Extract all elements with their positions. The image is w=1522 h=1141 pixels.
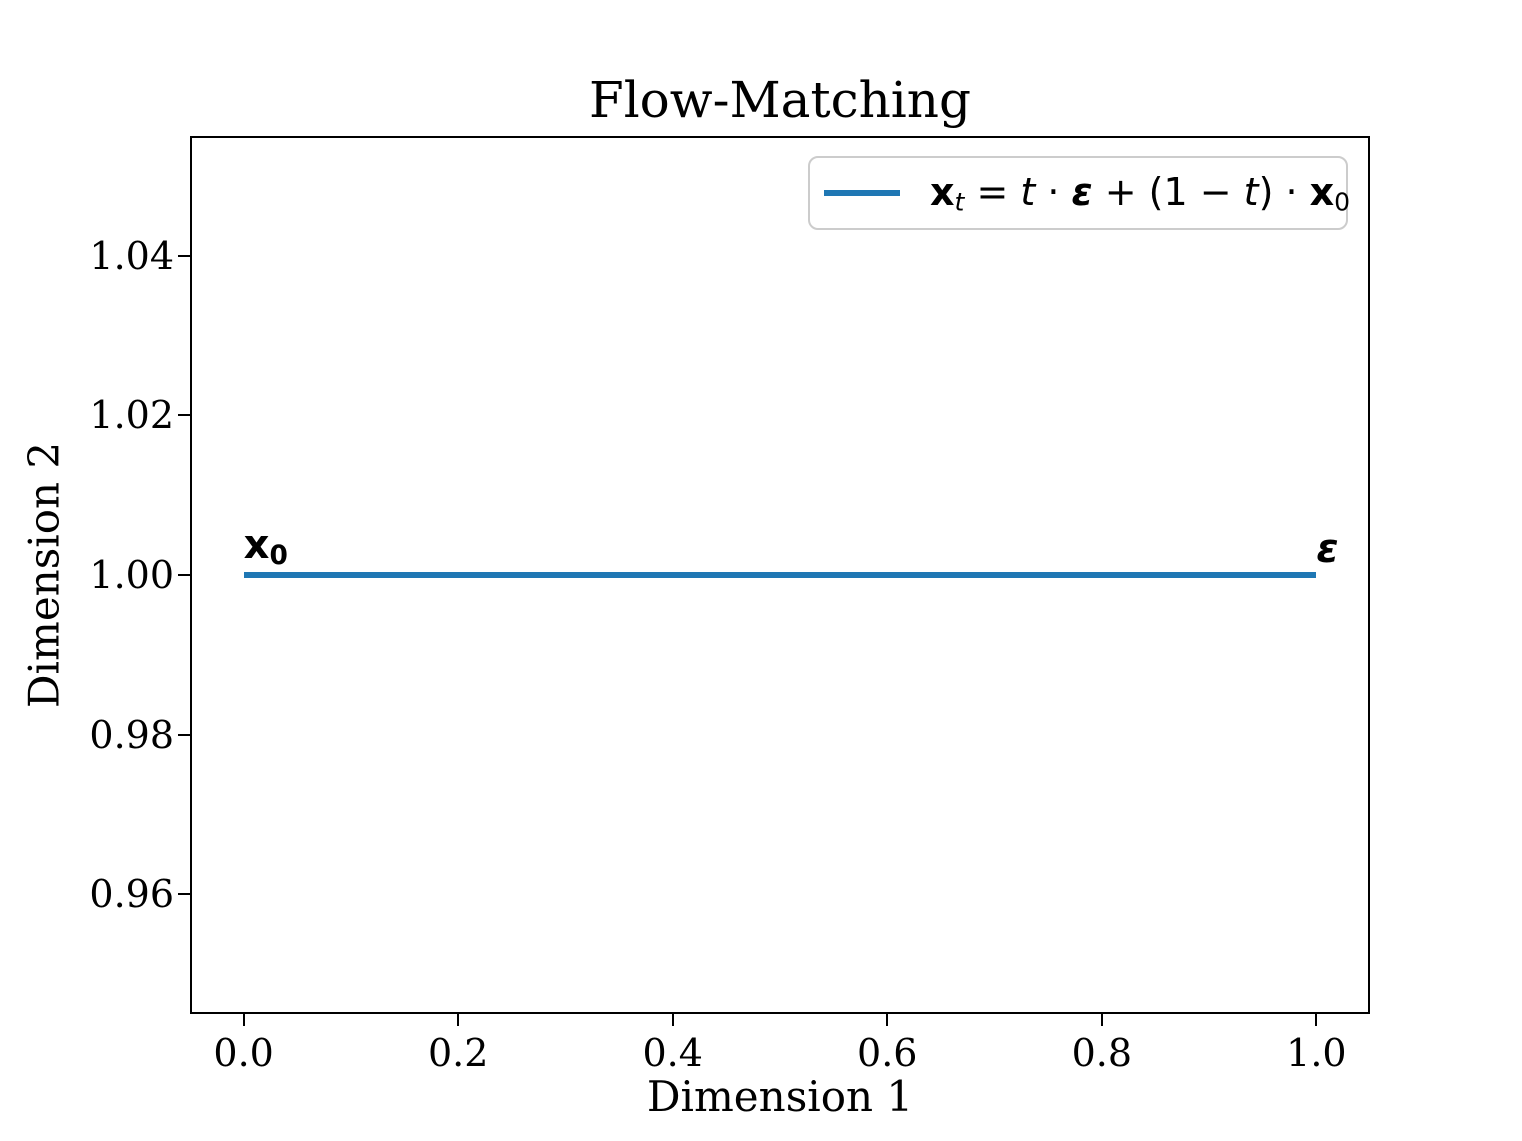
- flow-matching-line: [243, 572, 1317, 578]
- math-text-part: ·: [1035, 169, 1072, 214]
- math-text-part: ε: [1071, 169, 1093, 214]
- x-tick-label: 0.6: [857, 1031, 918, 1075]
- x-tick-mark: [1100, 1014, 1103, 1026]
- math-text-part: ) ·: [1258, 169, 1310, 214]
- x0-annotation: x0: [244, 525, 288, 569]
- y-tick-mark: [178, 414, 190, 417]
- x-tick-label: 0.2: [427, 1031, 489, 1075]
- y-tick-label: 1.04: [89, 233, 174, 278]
- math-text-part: t: [1020, 169, 1036, 214]
- math-text-part: + (1 −: [1092, 169, 1244, 214]
- math-text-part: =: [964, 169, 1021, 214]
- epsilon-annotation: ε: [1316, 529, 1338, 569]
- y-tick-mark: [178, 574, 190, 576]
- y-tick-mark: [178, 893, 190, 896]
- y-tick-mark: [178, 254, 190, 257]
- legend: xt = t · ε + (1 − t) · x0: [808, 156, 1350, 230]
- math-text-part: x: [930, 169, 955, 214]
- math-text-part: x: [243, 521, 270, 568]
- legend-label: xt = t · ε + (1 − t) · x0: [930, 170, 1350, 217]
- x-tick-label: 0.8: [1071, 1031, 1133, 1075]
- math-text-part: t: [954, 187, 965, 217]
- x-tick-mark: [457, 1014, 460, 1026]
- chart-title: Flow-Matching: [589, 71, 971, 129]
- x-tick-mark: [671, 1014, 674, 1026]
- x-axis-label: Dimension 1: [646, 1072, 914, 1121]
- y-tick-label: 1.00: [89, 553, 174, 597]
- math-text-part: ε: [1316, 526, 1339, 572]
- math-text-part: t: [1243, 169, 1259, 214]
- x-tick-mark: [886, 1014, 889, 1026]
- y-tick-mark: [178, 733, 190, 736]
- y-tick-label: 1.02: [89, 393, 174, 438]
- y-tick-label: 0.98: [89, 712, 174, 757]
- x-tick-mark: [242, 1014, 245, 1026]
- math-text-part: x: [1309, 169, 1335, 214]
- x-tick-label: 0.0: [213, 1031, 274, 1075]
- x-tick-label: 0.4: [642, 1031, 703, 1075]
- y-tick-label: 0.96: [89, 872, 174, 917]
- x-tick-label: 1.0: [1286, 1031, 1347, 1075]
- math-text-part: 0: [269, 539, 288, 571]
- math-text-part: 0: [1334, 187, 1351, 217]
- legend-line-sample: [824, 190, 900, 196]
- x-tick-mark: [1315, 1014, 1318, 1026]
